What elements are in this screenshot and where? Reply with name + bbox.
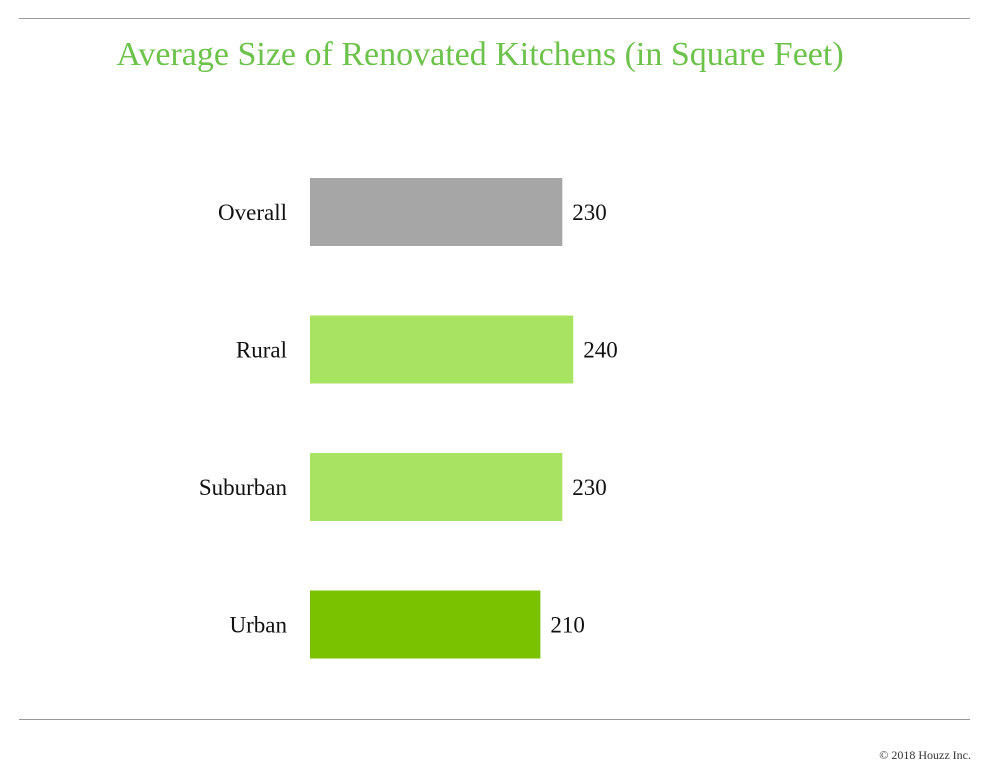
bar-urban <box>310 590 541 659</box>
chart-title: Average Size of Renovated Kitchens (in S… <box>116 36 844 73</box>
value-label-overall: 230 <box>572 200 607 225</box>
value-label-suburban: 230 <box>572 475 607 500</box>
bar-rural <box>310 315 574 384</box>
category-label-urban: Urban <box>230 613 288 638</box>
category-label-suburban: Suburban <box>199 475 288 500</box>
bar-suburban <box>310 453 563 521</box>
bottom-divider <box>19 719 970 720</box>
category-label-overall: Overall <box>218 200 287 225</box>
category-label-rural: Rural <box>236 338 287 363</box>
value-label-rural: 240 <box>583 338 618 363</box>
bar-overall <box>310 178 563 246</box>
top-divider <box>19 18 970 19</box>
value-label-urban: 210 <box>550 613 585 638</box>
copyright-footer: © 2018 Houzz Inc. <box>879 748 971 762</box>
